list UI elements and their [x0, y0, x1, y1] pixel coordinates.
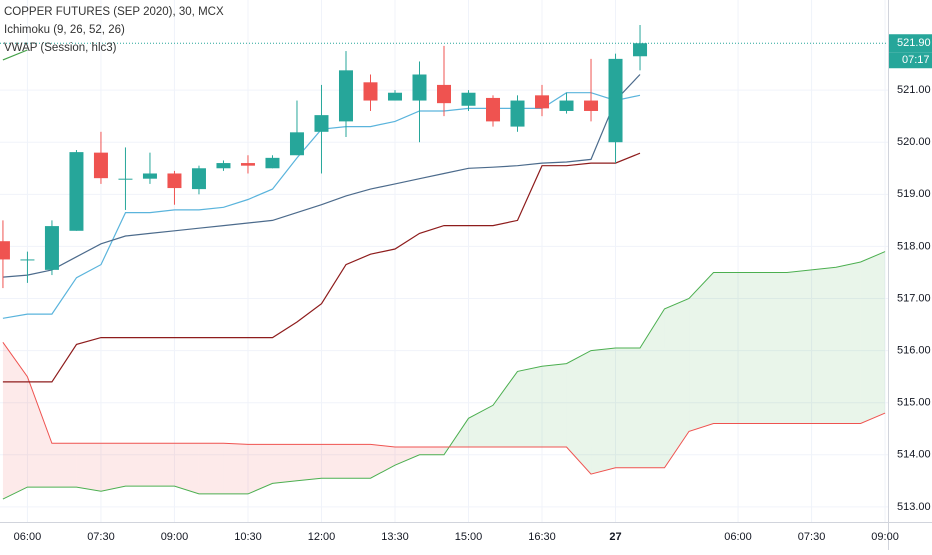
candle-body — [437, 84, 451, 104]
cloud-fill — [713, 272, 739, 424]
candle-body — [240, 163, 255, 166]
cloud-fill — [811, 267, 837, 424]
x-tick-label: 07:30 — [87, 531, 115, 543]
candle-body — [559, 100, 574, 111]
candle-body — [118, 178, 133, 180]
cloud-fill — [51, 443, 77, 488]
cloud-fill — [125, 443, 150, 487]
candle-body — [633, 43, 648, 57]
x-tick-label: 15:00 — [455, 531, 483, 543]
candle-body — [216, 163, 231, 169]
candle-body — [93, 152, 108, 179]
cloud-fill — [836, 262, 861, 424]
cloud-fill — [100, 443, 126, 492]
cloud-fill — [223, 443, 248, 494]
candle-body — [167, 173, 182, 189]
last-price-badge — [889, 34, 932, 53]
cloud-fill — [640, 308, 665, 468]
y-tick-label: 517.00 — [897, 292, 931, 304]
indicator-label: VWAP (Session, hlc3) — [4, 42, 117, 54]
candle-body — [584, 100, 599, 111]
x-tick-label: 06:00 — [724, 531, 752, 543]
y-tick-label: 513.00 — [897, 501, 931, 513]
candle-body — [0, 241, 10, 260]
cloud-fill — [566, 350, 592, 475]
cloud-fill — [174, 443, 199, 494]
countdown-label: 07:17 — [902, 54, 930, 66]
x-tick-label: 06:00 — [14, 531, 42, 543]
cloud-fill — [517, 366, 543, 447]
x-tick-label: 09:00 — [871, 531, 899, 543]
candle-body — [265, 157, 280, 169]
candle-body — [314, 115, 329, 132]
cloud-fill — [345, 444, 371, 479]
cloud-fill — [247, 444, 273, 494]
indicator-line — [2, 49, 28, 61]
cloud-fill — [860, 251, 886, 424]
cloud-fill — [321, 444, 346, 479]
cloud-fill — [370, 444, 395, 479]
candle-body — [20, 259, 35, 261]
x-tick-label: 12:00 — [308, 531, 336, 543]
candle-body — [69, 152, 84, 231]
countdown-badge — [889, 52, 932, 69]
candle-body — [338, 70, 353, 122]
x-tick-label: 27 — [609, 531, 621, 543]
candle-body — [44, 226, 59, 270]
cloud-fill — [787, 269, 812, 424]
cloud-fill — [762, 272, 788, 424]
candle-body — [142, 173, 157, 179]
y-tick-label: 515.00 — [897, 397, 931, 409]
cloud-fill — [296, 444, 322, 481]
cloud-fill — [198, 443, 224, 494]
candle-body — [191, 168, 206, 190]
candle-body — [486, 97, 501, 122]
y-tick-label: 520.00 — [897, 136, 931, 148]
cloud-fill — [615, 348, 641, 468]
leading-span-a — [2, 251, 886, 500]
y-tick-label: 518.00 — [897, 240, 931, 252]
cloud-fill — [76, 443, 101, 492]
candle-body — [535, 95, 550, 109]
y-tick-label: 519.00 — [897, 188, 931, 200]
cloud-fill — [419, 446, 444, 455]
y-tick-label: 521.00 — [897, 84, 931, 96]
candle-body — [510, 100, 525, 127]
x-tick-label: 16:30 — [528, 531, 556, 543]
indicator-line — [2, 74, 641, 278]
candle-body — [608, 58, 623, 143]
candle-body — [461, 92, 476, 106]
indicator-label: Ichimoku (9, 26, 52, 26) — [4, 24, 125, 36]
cloud-fill — [542, 363, 567, 447]
cloud-fill — [493, 371, 518, 447]
cloud-fill — [394, 446, 420, 466]
candle-body — [412, 74, 427, 101]
cloud-fill — [738, 272, 763, 424]
leading-span-b — [2, 342, 886, 475]
candle-body — [387, 92, 402, 101]
candle-body — [289, 132, 304, 156]
x-tick-label: 07:30 — [798, 531, 826, 543]
y-tick-label: 514.00 — [897, 449, 931, 461]
cloud-fill — [149, 443, 175, 487]
chart-title: COPPER FUTURES (SEP 2020), 30, MCX — [4, 6, 224, 18]
indicator-line — [2, 152, 641, 383]
cloud-fill — [468, 405, 494, 447]
cloud-fill — [272, 444, 297, 484]
y-tick-label: 516.00 — [897, 345, 931, 357]
cloud-fill — [689, 272, 714, 432]
x-tick-label: 09:00 — [161, 531, 189, 543]
last-price-label: 521.90 — [897, 37, 931, 49]
cloud-fill — [27, 376, 52, 488]
candle-body — [363, 82, 378, 101]
x-tick-label: 10:30 — [234, 531, 262, 543]
cloud-fill — [664, 298, 690, 468]
x-tick-label: 13:30 — [381, 531, 409, 543]
cloud-fill — [591, 348, 616, 475]
